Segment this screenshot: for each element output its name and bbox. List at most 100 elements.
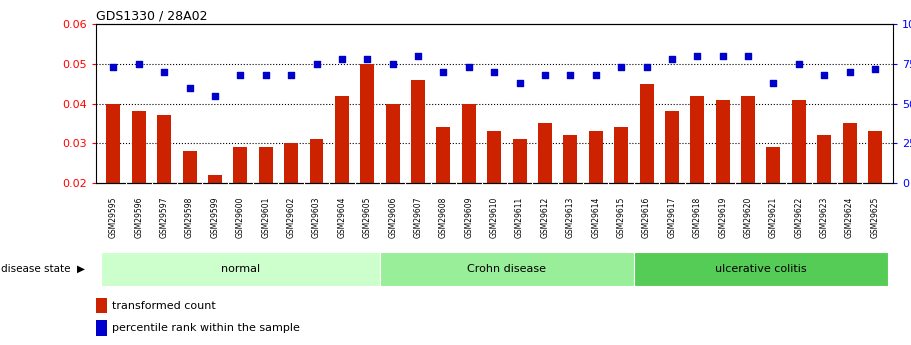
Bar <box>487 131 501 183</box>
Text: normal: normal <box>220 264 260 274</box>
Point <box>512 80 527 86</box>
Point <box>792 61 806 67</box>
Bar <box>436 127 450 183</box>
Point <box>589 72 603 78</box>
Bar <box>843 124 856 183</box>
Bar <box>132 111 146 183</box>
Text: Crohn disease: Crohn disease <box>467 264 547 274</box>
Point <box>817 72 832 78</box>
Point <box>665 56 680 62</box>
Point <box>182 85 197 90</box>
Bar <box>563 135 578 183</box>
Bar <box>411 80 425 183</box>
Text: GDS1330 / 28A02: GDS1330 / 28A02 <box>96 10 207 23</box>
Bar <box>817 135 831 183</box>
Point <box>334 56 349 62</box>
Text: GSM29602: GSM29602 <box>287 197 296 238</box>
Point <box>107 64 121 70</box>
Text: GSM29619: GSM29619 <box>718 197 727 238</box>
Bar <box>640 84 653 183</box>
Bar <box>310 139 323 183</box>
Bar <box>335 96 349 183</box>
Bar <box>665 111 679 183</box>
Text: GSM29617: GSM29617 <box>668 197 677 238</box>
Text: GSM29600: GSM29600 <box>236 197 245 238</box>
Text: ulcerative colitis: ulcerative colitis <box>715 264 806 274</box>
Point <box>436 69 451 75</box>
Text: disease state  ▶: disease state ▶ <box>1 264 85 274</box>
Text: GSM29611: GSM29611 <box>515 197 524 238</box>
Text: GSM29618: GSM29618 <box>692 197 701 238</box>
Text: GSM29625: GSM29625 <box>871 197 879 238</box>
Text: GSM29613: GSM29613 <box>566 197 575 238</box>
Point <box>640 64 654 70</box>
Point <box>233 72 248 78</box>
Point <box>715 53 730 59</box>
Bar <box>868 131 882 183</box>
Point <box>741 53 755 59</box>
Text: GSM29604: GSM29604 <box>337 197 346 238</box>
Point <box>157 69 171 75</box>
Text: GSM29595: GSM29595 <box>109 197 118 238</box>
Point <box>614 64 629 70</box>
Bar <box>634 252 887 286</box>
Text: GSM29610: GSM29610 <box>490 197 498 238</box>
Text: GSM29616: GSM29616 <box>642 197 651 238</box>
Text: GSM29615: GSM29615 <box>617 197 626 238</box>
Point <box>843 69 857 75</box>
Bar <box>96 320 107 336</box>
Point <box>131 61 146 67</box>
Text: GSM29607: GSM29607 <box>414 197 423 238</box>
Point <box>462 64 476 70</box>
Text: GSM29624: GSM29624 <box>845 197 855 238</box>
Text: GSM29623: GSM29623 <box>820 197 829 238</box>
Text: GSM29612: GSM29612 <box>540 197 549 238</box>
Point <box>208 93 222 98</box>
Text: GSM29621: GSM29621 <box>769 197 778 238</box>
Bar <box>741 96 755 183</box>
Bar <box>716 100 730 183</box>
Bar <box>259 147 272 183</box>
Bar <box>233 147 248 183</box>
Text: GSM29596: GSM29596 <box>134 197 143 238</box>
Text: GSM29622: GSM29622 <box>794 197 804 238</box>
Text: transformed count: transformed count <box>111 301 215 311</box>
Text: GSM29606: GSM29606 <box>388 197 397 238</box>
Point <box>309 61 323 67</box>
Point <box>360 56 374 62</box>
Bar <box>182 151 197 183</box>
Bar <box>361 64 374 183</box>
Bar <box>380 252 634 286</box>
Text: GSM29598: GSM29598 <box>185 197 194 238</box>
Bar <box>792 100 806 183</box>
Point <box>284 72 299 78</box>
Point <box>537 72 552 78</box>
Bar <box>107 104 120 183</box>
Bar <box>538 124 552 183</box>
Text: percentile rank within the sample: percentile rank within the sample <box>111 323 300 333</box>
Bar <box>691 96 704 183</box>
Text: GSM29603: GSM29603 <box>312 197 321 238</box>
Bar <box>589 131 603 183</box>
Point <box>867 66 882 71</box>
Bar <box>158 116 171 183</box>
Text: GSM29609: GSM29609 <box>465 197 474 238</box>
Bar <box>284 143 298 183</box>
Point <box>259 72 273 78</box>
Bar <box>385 104 400 183</box>
Bar <box>101 252 380 286</box>
Text: GSM29605: GSM29605 <box>363 197 372 238</box>
Bar <box>766 147 781 183</box>
Text: GSM29620: GSM29620 <box>743 197 752 238</box>
Bar <box>208 175 222 183</box>
Point <box>766 80 781 86</box>
Point <box>563 72 578 78</box>
Bar <box>462 104 476 183</box>
Text: GSM29614: GSM29614 <box>591 197 600 238</box>
Bar <box>513 139 527 183</box>
Point <box>690 53 704 59</box>
Point <box>385 61 400 67</box>
Bar <box>96 298 107 313</box>
Text: GSM29599: GSM29599 <box>210 197 220 238</box>
Bar <box>614 127 628 183</box>
